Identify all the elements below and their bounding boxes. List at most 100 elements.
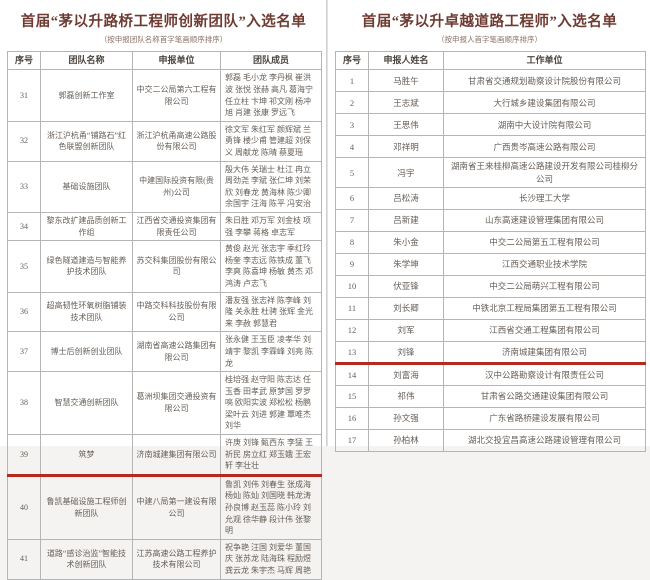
table-row: 33 基础设施团队 中建国际投资有限(贵州)公司 殷大伟 关瑞士 杜江 冉立 周… [7, 160, 322, 213]
table-row: 37 博士后创新创业团队 湖南省高速公路集团有限公司 张永健 王玉臣 凌孝华 刘… [7, 331, 322, 373]
table-row: 10 伏亚锋 中交二公局萌兴工程有限公司 [335, 275, 646, 299]
team-name-cell: 基础设施团队 [40, 160, 133, 213]
table-header-row: 序号 申报人姓名 工作单位 [335, 51, 646, 71]
right-document-page: 首届“茅以升卓越道路工程师”入选名单 （按申报人首字笔画顺序排序） 序号 申报人… [327, 0, 650, 453]
column-header-team: 团队名称 [40, 51, 133, 71]
table-row: 12 刘军 江西省交通工程集团有限公司 [335, 319, 646, 343]
team-members-cell: 殷大伟 关瑞士 杜江 冉立 周劲尧 李斌 张仁坤 刘荣欣 刘春龙 黄海林 陈少卿… [220, 160, 322, 213]
right-page-subtitle: （按申报人首字笔画顺序排序） [437, 35, 542, 45]
applicant-name-cell: 朱小金 [368, 231, 444, 255]
row-serial-number: 40 [7, 474, 41, 540]
row-serial-number: 31 [7, 69, 41, 122]
team-members-cell: 朱日胜 邓万军 刘金枝 项强 李攀 蒋格 卓志军 [220, 211, 322, 242]
team-name-cell: 智慧交通创新团队 [40, 371, 133, 436]
table-row: 6 吕松涛 长沙理工大学 [335, 187, 646, 211]
table-row: 36 超高韧性环氧树脂铺装技术团队 中路交科科技股份有限公司 潘友强 张志祥 陈… [7, 291, 322, 333]
table-row: 1 马胜午 甘肃省交通规划勘察设计院股份有限公司 [335, 69, 646, 93]
team-members-cell: 祝争艳 汪国 刘爱华 董国庆 张苏龙 陆海珠 程励煜 龚云龙 朱宇杰 马辉 周艳 [220, 538, 322, 580]
team-name-cell: 博士后创新创业团队 [40, 331, 133, 373]
table-row: 31 郭磊创新工作室 中交二公局第六工程有限公司 郭磊 毛小龙 李丹枫 崔洪波 … [7, 69, 322, 122]
table-row: 35 绿色隧道建造与智能养护技术团队 苏交科集团股份有限公司 黄俊 赵光 张志宇… [7, 240, 322, 293]
table-row: 9 朱学坤 江西交通职业技术学院 [335, 253, 646, 277]
applicant-unit-cell: 济南城建集团有限公司 [132, 434, 221, 477]
table-header-row: 序号 团队名称 申报单位 团队成员 [7, 51, 322, 71]
row-serial-number: 6 [335, 187, 369, 211]
table-row: 39 筑梦 济南城建集团有限公司 许庚 刘锋 甄西东 李猛 王祈民 房立红 郑玉… [7, 434, 322, 477]
innovation-team-table: 序号 团队名称 申报单位 团队成员 31 郭磊创新工作室 中交二公局第六工程有限… [7, 51, 322, 580]
row-serial-number: 34 [7, 211, 41, 242]
applicant-name-cell: 孙文强 [368, 407, 444, 431]
work-unit-cell: 大行城乡建设集团有限公司 [443, 91, 646, 115]
column-header-unit: 工作单位 [443, 51, 646, 71]
row-serial-number: 2 [335, 91, 369, 115]
row-serial-number: 11 [335, 297, 369, 321]
applicant-name-cell: 刘富海 [368, 363, 444, 387]
applicant-name-cell: 王志斌 [368, 91, 444, 115]
team-name-cell: 绿色隧道建造与智能养护技术团队 [40, 240, 133, 293]
team-name-cell: 筑梦 [40, 434, 133, 477]
work-unit-cell: 中交二公局第五工程有限公司 [443, 231, 646, 255]
row-serial-number: 1 [335, 69, 369, 93]
row-serial-number: 37 [7, 331, 41, 373]
table-row: 2 王志斌 大行城乡建设集团有限公司 [335, 91, 646, 115]
work-unit-cell: 江西交通职业技术学院 [443, 253, 646, 277]
work-unit-cell: 广西贵岑高速公路有限公司 [443, 135, 646, 159]
right-page-title: 首届“茅以升卓越道路工程师”入选名单 [361, 14, 618, 30]
applicant-unit-cell: 浙江沪杭甬高速公路股份有限公司 [132, 120, 221, 162]
applicant-unit-cell: 苏交科集团股份有限公司 [132, 240, 221, 293]
applicant-name-cell: 刘长卿 [368, 297, 444, 321]
applicant-unit-cell: 中建国际投资有限(贵州)公司 [132, 160, 221, 213]
work-unit-cell: 甘肃省公路交通建设集团有限公司 [443, 385, 646, 409]
table-row: 16 孙文强 广东省路桥建设发展有限公司 [335, 407, 646, 431]
work-unit-cell: 甘肃省交通规划勘察设计院股份有限公司 [443, 69, 646, 93]
applicant-unit-cell: 江苏高速公路工程养护技术有限公司 [132, 538, 221, 580]
team-name-cell: 道路“感诊治监”智能技术创新团队 [40, 538, 133, 580]
row-serial-number: 41 [7, 538, 41, 580]
row-serial-number: 9 [335, 253, 369, 277]
row-serial-number: 15 [335, 385, 369, 409]
applicant-unit-cell: 中路交科科技股份有限公司 [132, 291, 221, 333]
table-row: 32 浙江沪杭甬“铺路石”红色联盟创新团队 浙江沪杭甬高速公路股份有限公司 徐文… [7, 120, 322, 162]
work-unit-cell: 湖北交投宜昌高速公路建设管理有限公司 [443, 429, 646, 453]
applicant-unit-cell: 江西省交通投资集团有限责任公司 [132, 211, 221, 242]
team-name-cell: 郭磊创新工作室 [40, 69, 133, 122]
work-unit-cell: 江西省交通工程集团有限公司 [443, 319, 646, 343]
applicant-name-cell: 王思伟 [368, 113, 444, 137]
work-unit-cell: 中交二公局萌兴工程有限公司 [443, 275, 646, 299]
work-unit-cell: 中铁北京工程局集团第五工程有限公司 [443, 297, 646, 321]
table-row: 41 道路“感诊治监”智能技术创新团队 江苏高速公路工程养护技术有限公司 祝争艳… [7, 538, 322, 580]
row-serial-number: 13 [335, 341, 369, 366]
row-serial-number: 17 [335, 429, 369, 453]
team-members-cell: 桂培强 赵守阳 陈志达 任玉香 田孝武 原梦国 罗罗喨 欧阳实波 郑松松 杨鹏 … [220, 371, 322, 436]
applicant-name-cell: 刘军 [368, 319, 444, 343]
applicant-name-cell: 伏亚锋 [368, 275, 444, 299]
team-name-cell: 浙江沪杭甬“铺路石”红色联盟创新团队 [40, 120, 133, 162]
applicant-name-cell: 吕松涛 [368, 187, 444, 211]
team-members-cell: 徐文军 朱红军 颜辉斌 兰勇锋 楼少甫 管建超 刘保义 周献龙 陈晴 蔡夏瑶 [220, 120, 322, 162]
column-header-unit: 申报单位 [132, 51, 221, 71]
column-header-name: 申报人姓名 [368, 51, 444, 71]
table-row: 13 刘锋 济南城建集团有限公司 [335, 341, 646, 366]
applicant-name-cell: 吕新建 [368, 209, 444, 233]
applicant-unit-cell: 湖南省高速公路集团有限公司 [132, 331, 221, 373]
team-name-cell: 超高韧性环氧树脂铺装技术团队 [40, 291, 133, 333]
row-serial-number: 5 [335, 157, 369, 189]
table-row: 38 智慧交通创新团队 葛洲坝集团交通投资有限公司 桂培强 赵守阳 陈志达 任玉… [7, 371, 322, 436]
work-unit-cell: 湖南中大设计院有限公司 [443, 113, 646, 137]
work-unit-cell: 济南城建集团有限公司 [443, 341, 646, 366]
table-row: 17 孙柏林 湖北交投宜昌高速公路建设管理有限公司 [335, 429, 646, 453]
team-members-cell: 潘友强 张志祥 陈李峰 刘隆 关永胜 杜骋 张辉 金光来 李赦 郭慧君 [220, 291, 322, 333]
applicant-name-cell: 邓祥明 [368, 135, 444, 159]
row-serial-number: 12 [335, 319, 369, 343]
row-serial-number: 10 [335, 275, 369, 299]
row-serial-number: 33 [7, 160, 41, 213]
work-unit-cell: 湖南省王来桂柳高速公路建设开发有限公司桂柳分公司 [443, 157, 646, 189]
table-row: 8 朱小金 中交二公局第五工程有限公司 [335, 231, 646, 255]
table-row: 4 邓祥明 广西贵岑高速公路有限公司 [335, 135, 646, 159]
team-members-cell: 张永健 王玉臣 凌孝华 刘靖宇 黎凯 李霖峰 刘亮 陈龙 [220, 331, 322, 373]
row-serial-number: 36 [7, 291, 41, 333]
applicant-name-cell: 刘锋 [368, 341, 444, 366]
row-serial-number: 38 [7, 371, 41, 436]
team-members-cell: 鲁凯 刘伟 刘春生 张成海 杨灿 陈灿 刘国晓 韩龙涛 孙良博 赵玉蕊 陈小玲 … [220, 474, 322, 540]
table-row: 15 祁伟 甘肃省公路交通建设集团有限公司 [335, 385, 646, 409]
